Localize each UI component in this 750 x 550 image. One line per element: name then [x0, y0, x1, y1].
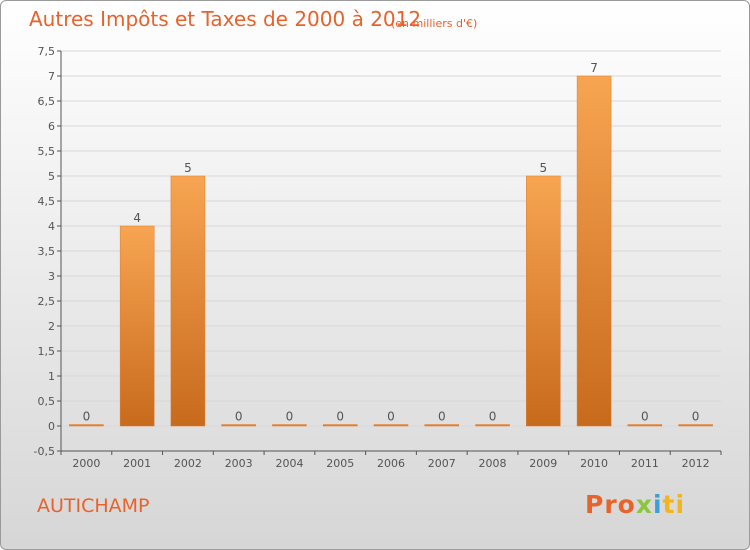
y-tick-label: 0,5 — [38, 395, 56, 408]
data-label-2004: 0 — [286, 410, 294, 424]
data-label-2010: 7 — [590, 61, 598, 75]
y-tick-label: 7 — [48, 70, 55, 83]
bar-2012 — [678, 424, 713, 427]
data-label-2012: 0 — [692, 410, 700, 424]
y-tick-label: 6 — [48, 120, 55, 133]
y-tick-label: 1 — [48, 370, 55, 383]
y-tick-label: 4,5 — [38, 195, 56, 208]
y-tick-label: -0,5 — [34, 445, 55, 458]
x-tick-label: 2006 — [377, 457, 405, 470]
y-tick-label: 3,5 — [38, 245, 56, 258]
y-tick-label: 5 — [48, 170, 55, 183]
y-tick-label: 5,5 — [38, 145, 56, 158]
bar-2000 — [69, 424, 104, 427]
y-tick-label: 2 — [48, 320, 55, 333]
data-label-2003: 0 — [235, 410, 243, 424]
data-label-2002: 5 — [184, 161, 192, 175]
x-tick-label: 2004 — [275, 457, 303, 470]
x-tick-label: 2000 — [72, 457, 100, 470]
data-label-2000: 0 — [83, 410, 91, 424]
y-tick-label: 2,5 — [38, 295, 56, 308]
y-tick-label: 6,5 — [38, 95, 56, 108]
y-tick-label: 0 — [48, 420, 55, 433]
bar-2009 — [526, 175, 561, 427]
data-label-2001: 4 — [133, 211, 141, 225]
x-tick-label: 2011 — [631, 457, 659, 470]
y-tick-label: 4 — [48, 220, 55, 233]
bar-2011 — [627, 424, 663, 427]
x-tick-label: 2001 — [123, 457, 151, 470]
proxiti-logo: Proxiti — [585, 490, 685, 519]
x-tick-label: 2003 — [225, 457, 253, 470]
x-tick-label: 2002 — [174, 457, 202, 470]
chart-title: Autres Impôts et Taxes de 2000 à 2012 — [29, 7, 422, 31]
bar-2002 — [170, 175, 206, 427]
place-name: AUTICHAMP — [37, 495, 150, 517]
x-tick-label: 2012 — [682, 457, 710, 470]
logo-part-4: ti — [662, 490, 686, 519]
bar-2010 — [576, 75, 612, 427]
data-label-2008: 0 — [489, 410, 497, 424]
data-label-2007: 0 — [438, 410, 446, 424]
logo-part-1: Pro — [585, 490, 636, 519]
y-tick-label: 3 — [48, 270, 55, 283]
bar-2005 — [322, 424, 358, 427]
bar-2003 — [221, 424, 256, 427]
data-label-2005: 0 — [336, 410, 344, 424]
x-tick-label: 2009 — [529, 457, 557, 470]
logo-part-2: x — [635, 490, 653, 519]
x-tick-label: 2007 — [428, 457, 456, 470]
data-label-2006: 0 — [387, 410, 395, 424]
x-tick-label: 2008 — [479, 457, 507, 470]
logo-part-3: i — [652, 490, 663, 519]
data-label-2009: 5 — [539, 161, 547, 175]
x-tick-label: 2010 — [580, 457, 608, 470]
bar-2001 — [119, 225, 155, 427]
bar-2006 — [373, 424, 409, 427]
y-tick-label: 7,5 — [38, 45, 56, 58]
bar-2007 — [424, 424, 460, 427]
bar-2008 — [475, 424, 510, 427]
bar-2004 — [272, 424, 307, 427]
x-tick-label: 2005 — [326, 457, 354, 470]
data-label-2011: 0 — [641, 410, 649, 424]
y-tick-label: 1,5 — [38, 345, 56, 358]
chart-subtitle: (en milliers d'€) — [391, 17, 478, 30]
